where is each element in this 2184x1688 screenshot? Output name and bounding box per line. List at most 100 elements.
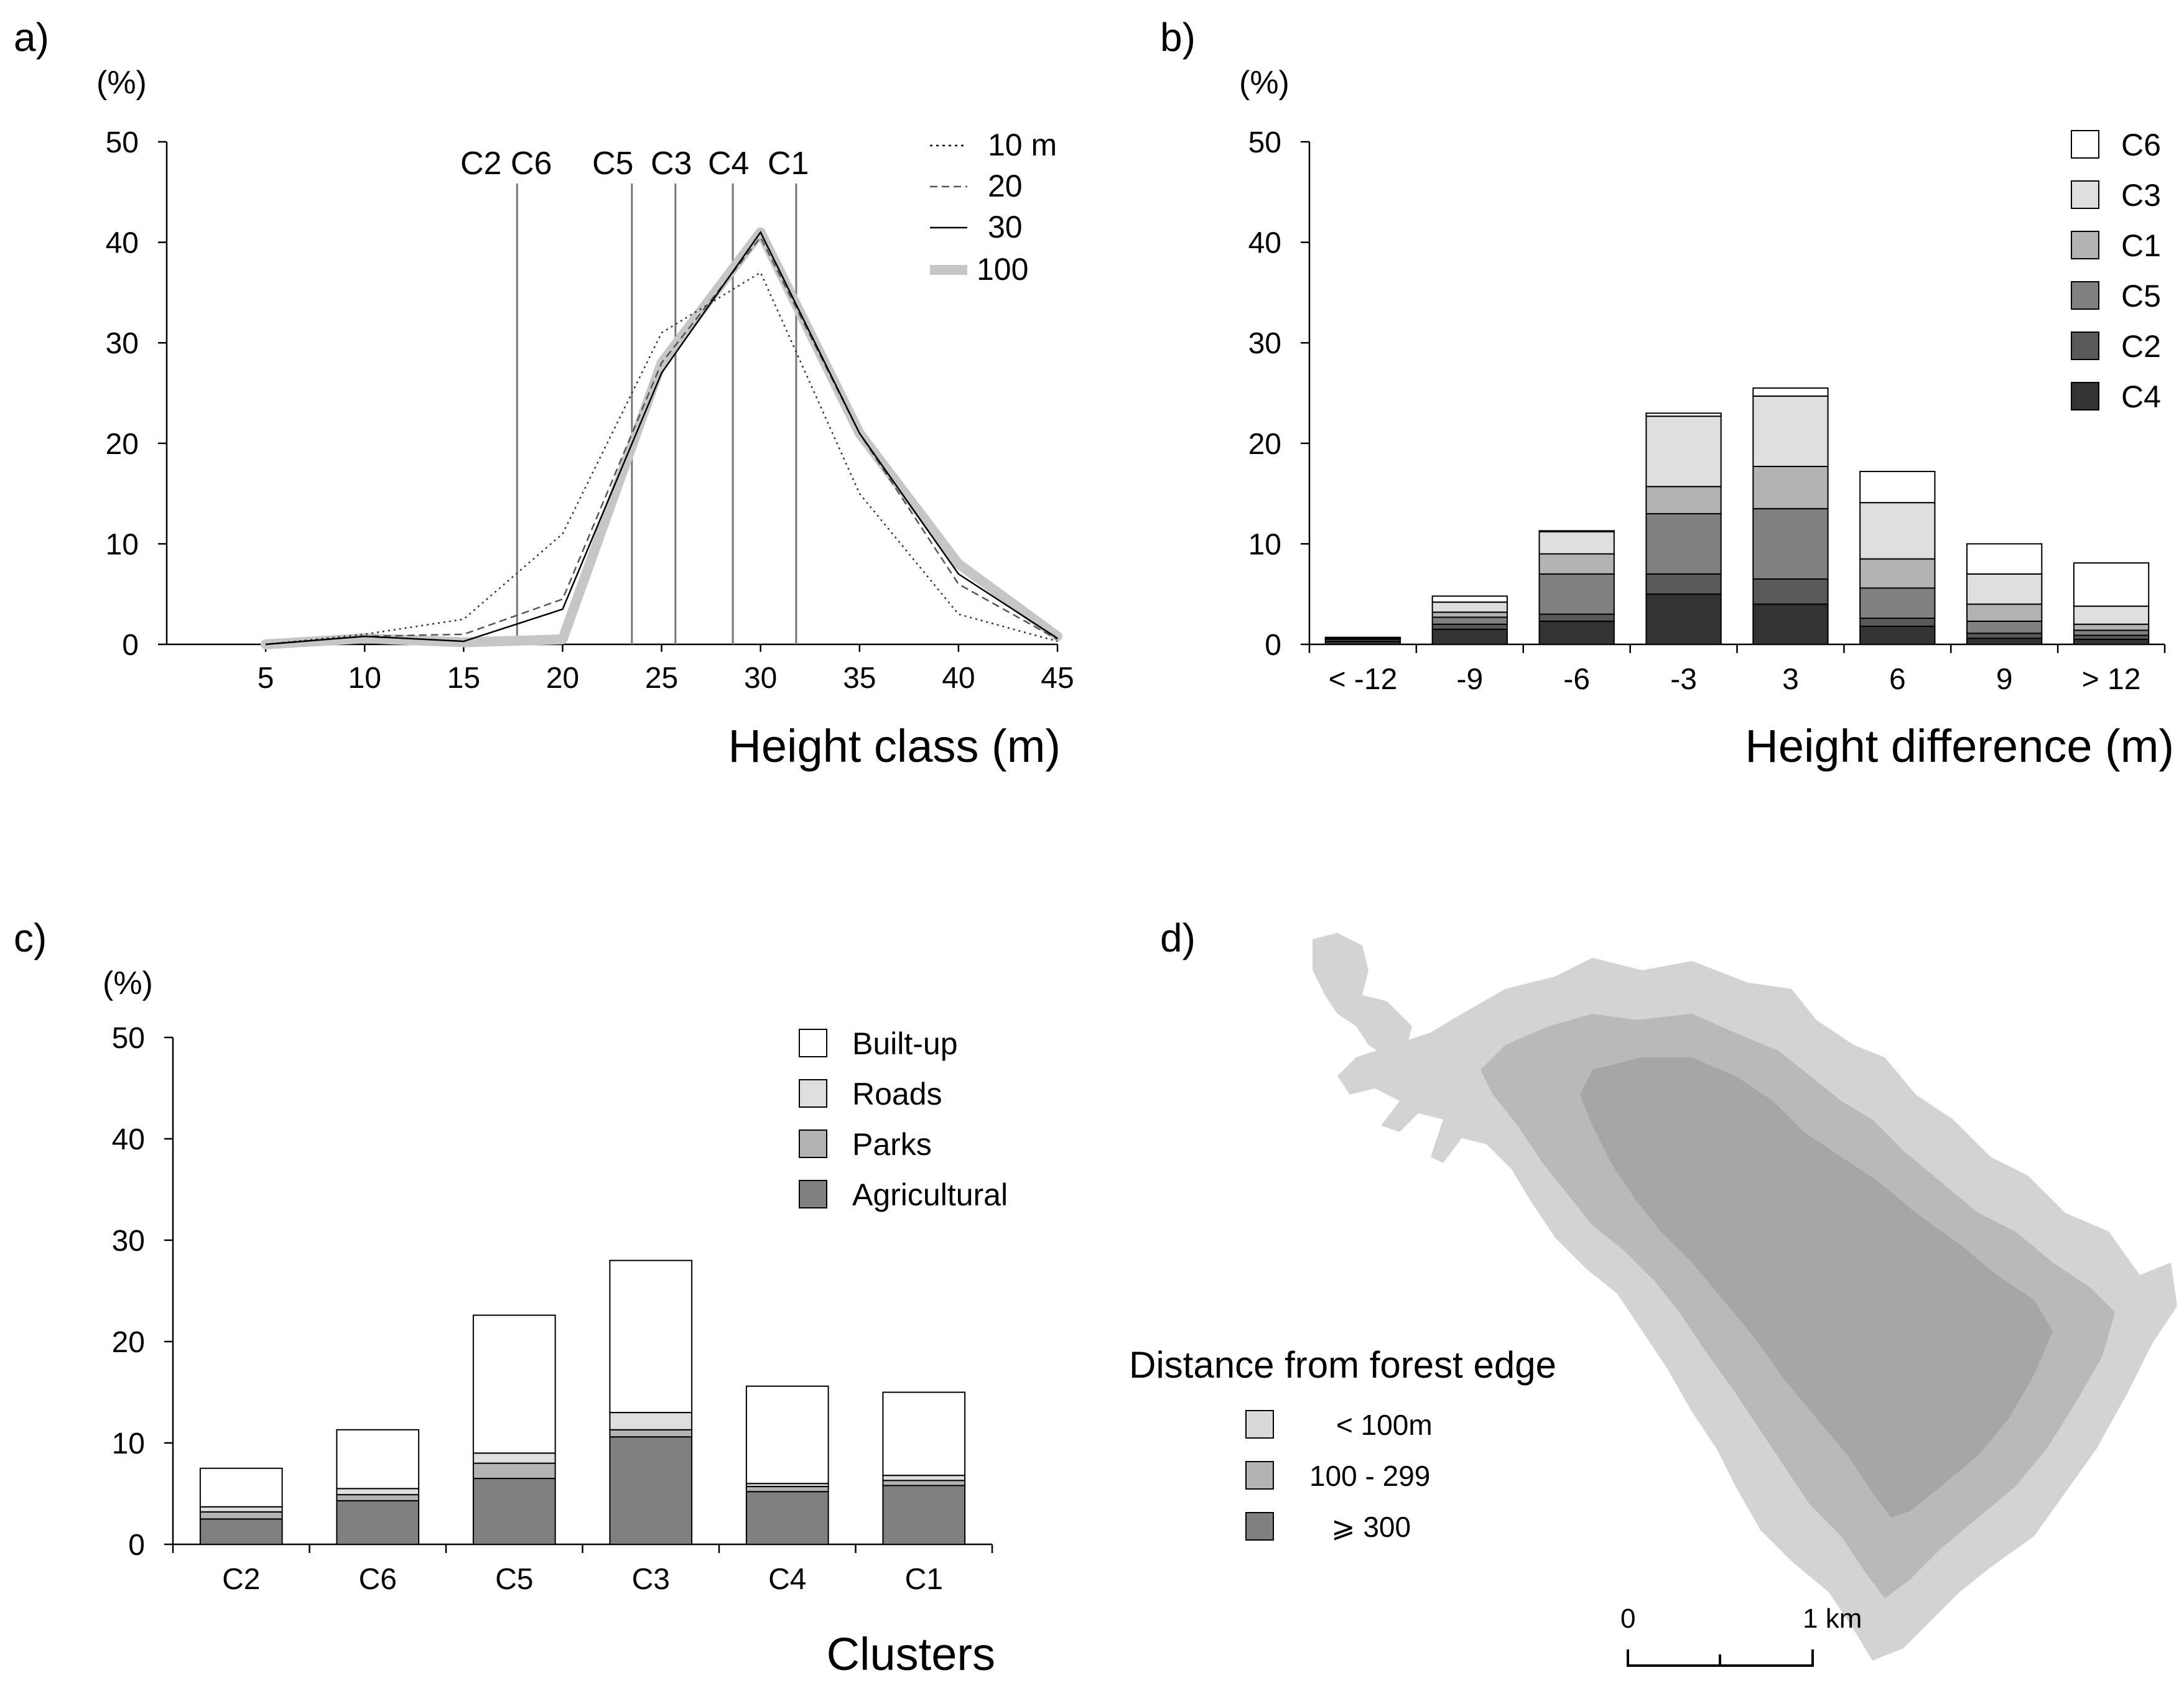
a-marker-label-c5: C5 xyxy=(592,146,633,182)
a-ytick-label: 30 xyxy=(106,327,139,360)
b-legend-label-c3: C3 xyxy=(2121,178,2161,213)
b-ytick-label: 10 xyxy=(1248,528,1281,561)
a-x-title: Height class (m) xyxy=(728,720,1061,772)
a-xtick-label: 20 xyxy=(546,662,579,695)
a-unit-label: (%) xyxy=(96,65,147,101)
b-x-title: Height difference (m) xyxy=(1745,720,2174,772)
c-bar-c1-roads xyxy=(882,1475,966,1482)
a-series-line-10-m xyxy=(265,271,1058,646)
c-legend-label-built-up: Built-up xyxy=(852,1026,958,1061)
map-legend-lt100: < 100m xyxy=(1336,1409,1433,1441)
b-legend-swatch-c5 xyxy=(2071,281,2099,310)
a-series-line-20 xyxy=(266,236,1058,646)
c-unit-label: (%) xyxy=(103,965,153,1001)
c-ytick-label: 50 xyxy=(112,1022,145,1055)
map-legend-swatch-ge300 xyxy=(1245,1512,1274,1541)
b-legend-swatch-c4 xyxy=(2071,382,2099,410)
a-xtick-label: 25 xyxy=(645,662,678,695)
b-ytick-label: 50 xyxy=(1248,126,1281,159)
b-xtick-label: > 12 xyxy=(2082,663,2141,696)
b-bar-3-c2 xyxy=(1752,578,1829,605)
c-xtick-label: C2 xyxy=(222,1563,260,1596)
b-bar-6-c6 xyxy=(1538,530,1615,533)
b-xtick-label: 9 xyxy=(1996,663,2013,696)
b-bar-3-c1 xyxy=(1645,486,1722,514)
b-bar-12-c3 xyxy=(2073,605,2150,625)
b-bar-9-c3 xyxy=(1431,601,1508,613)
b-xtick-label: -9 xyxy=(1456,663,1483,696)
b-ytick-label: 0 xyxy=(1265,629,1281,662)
map-island xyxy=(1313,933,1412,1057)
b-bar-6-c2 xyxy=(1538,613,1615,622)
panel-d-forest-map: Distance from forest edge < 100m 100 - 2… xyxy=(1129,933,2177,1667)
c-bar-c4-parks xyxy=(745,1486,829,1493)
panel-b-stacked-bar-chart: (%) 0 10 20 30 40 50 < -12 -9 -6 -3 3 6 9 > 12 C6 C3 C… xyxy=(1239,65,2174,772)
b-bar-9-c2 xyxy=(1431,623,1508,630)
b-bar-9-c1 xyxy=(1431,611,1508,618)
a-marker-label-c2-c6: C2 C6 xyxy=(460,146,552,182)
a-xtick-label: 35 xyxy=(843,662,876,695)
c-legend-swatch-agricultural xyxy=(799,1180,827,1208)
c-bar-c5-parks xyxy=(472,1462,556,1480)
b-xtick-label: -3 xyxy=(1670,663,1697,696)
c-bar-c6-roads xyxy=(336,1488,420,1496)
c-ytick-label: 30 xyxy=(112,1225,145,1258)
b-legend-label-c1: C1 xyxy=(2121,228,2161,263)
a-legend-20: 20 xyxy=(988,169,1023,203)
b-bar-6-c3 xyxy=(1538,531,1615,555)
c-ytick-label: 0 xyxy=(128,1529,145,1562)
b-bar-9-c1 xyxy=(1966,603,2043,622)
a-legend-100: 100 xyxy=(977,252,1028,287)
c-bar-c3-parks xyxy=(609,1429,693,1438)
a-ytick-label: 10 xyxy=(106,528,139,561)
map-legend-swatch-100-299 xyxy=(1245,1461,1274,1490)
a-xtick-label: 45 xyxy=(1041,662,1074,695)
a-marker-label-c3: C3 xyxy=(651,146,692,182)
c-bar-c1-built-up xyxy=(882,1391,966,1477)
b-bar-9-c6 xyxy=(1966,543,2043,575)
c-ytick-label: 10 xyxy=(112,1427,145,1460)
b-bar-3-c6 xyxy=(1752,387,1829,397)
a-xtick-label: 10 xyxy=(348,662,381,695)
a-ytick-label: 50 xyxy=(106,126,139,159)
b-bar-12-c6 xyxy=(2073,562,2150,607)
c-xtick-label: C6 xyxy=(359,1563,397,1596)
map-scale-start: 0 xyxy=(1620,1603,1635,1634)
b-xtick-label: -6 xyxy=(1563,663,1590,696)
b-ytick-label: 40 xyxy=(1248,227,1281,260)
b-bar-3-c4 xyxy=(1752,603,1829,645)
panel-label-d: d) xyxy=(1160,916,1196,960)
a-series-line-30 xyxy=(266,230,1058,646)
b-bar-6-c3 xyxy=(1859,502,1936,560)
c-legend-swatch-roads xyxy=(799,1079,827,1108)
b-bar-9-c4 xyxy=(1431,628,1508,646)
c-bar-c4-agricultural xyxy=(745,1491,829,1545)
c-bar-c5-roads xyxy=(472,1452,556,1464)
b-xtick-label: 6 xyxy=(1889,663,1906,696)
c-xtick-label: C3 xyxy=(632,1563,670,1596)
b-legend-label-c5: C5 xyxy=(2121,279,2161,313)
b-bar-9-c6 xyxy=(1431,595,1508,603)
c-xtick-label: C5 xyxy=(495,1563,533,1596)
panel-c-stacked-bar-chart: (%) 0 10 20 30 40 50 C2 C6 C5 C3 C4 C1 Built-up Roa… xyxy=(103,965,1008,1680)
c-legend-label-parks: Parks xyxy=(852,1127,932,1162)
c-bar-c6-parks xyxy=(336,1494,420,1501)
b-bar-6-c6 xyxy=(1859,471,1936,504)
b-bar-9-c2 xyxy=(1966,633,2043,639)
c-bar-c1-parks xyxy=(882,1480,966,1486)
b-bar-6-c1 xyxy=(1859,558,1936,589)
b-xtick-label: < -12 xyxy=(1329,663,1398,696)
map-scale-bar: 0 1 km xyxy=(1620,1603,1862,1667)
map-legend-ge300: ⩾ 300 xyxy=(1331,1511,1411,1543)
map-legend-swatch-lt100 xyxy=(1245,1410,1274,1439)
a-xtick-label: 15 xyxy=(447,662,480,695)
b-legend-swatch-c3 xyxy=(2071,180,2099,209)
map-scale-end: 1 km xyxy=(1803,1603,1862,1634)
c-ytick-label: 20 xyxy=(112,1326,145,1359)
c-legend-label-roads: Roads xyxy=(852,1077,942,1111)
b-bar-3-c6 xyxy=(1645,412,1722,417)
a-xtick-label: 30 xyxy=(744,662,777,695)
c-bar-c2-built-up xyxy=(199,1467,283,1508)
a-series-line-100 xyxy=(261,227,1062,649)
